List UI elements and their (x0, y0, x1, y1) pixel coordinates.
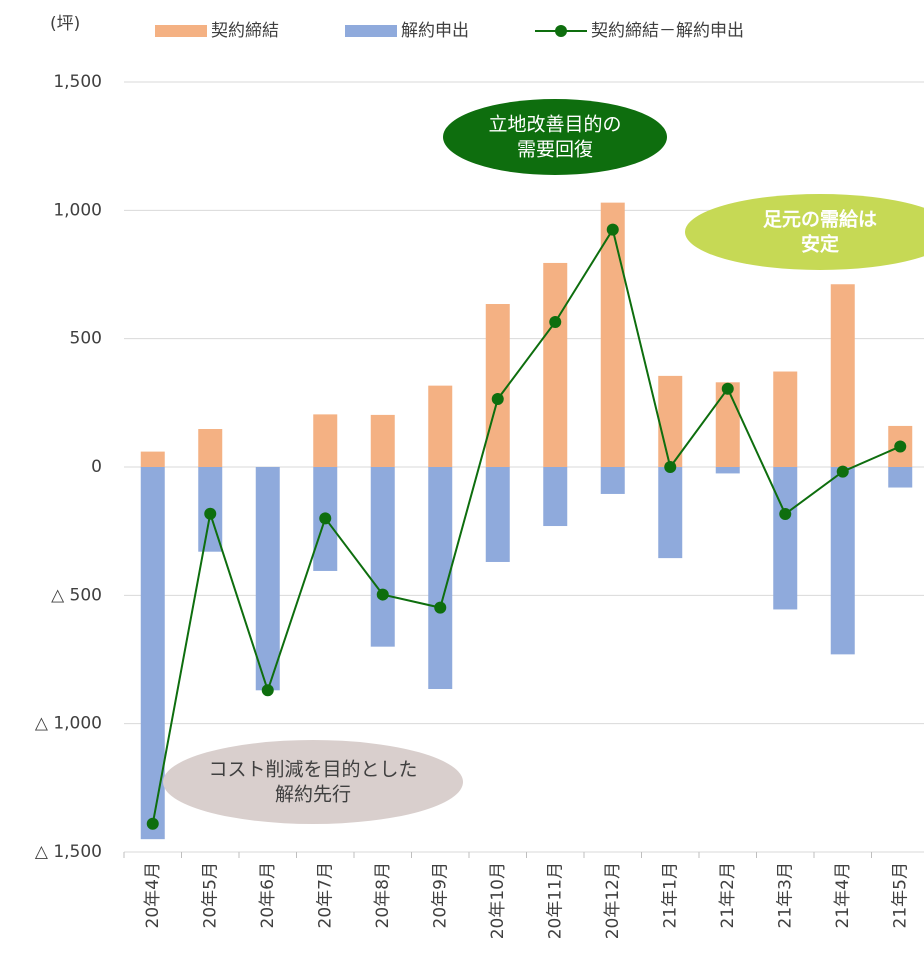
y-tick-label: △ 1,000 (35, 714, 102, 734)
x-tick-label: 20年11月 (545, 862, 565, 939)
legend-swatch (155, 25, 207, 37)
legend-label: 契約締結 (211, 21, 279, 41)
bar (600, 202, 625, 467)
x-tick-label: 21年3月 (775, 862, 795, 928)
legend-label: 契約締結－解約申出 (591, 21, 744, 41)
line-point (549, 315, 562, 328)
x-tick-label: 21年4月 (833, 862, 853, 928)
annotation-text: 足元の需給は (763, 208, 877, 231)
annotation-text: 安定 (801, 233, 839, 256)
y-tick-label: 500 (70, 329, 102, 349)
bar (543, 467, 568, 527)
x-tick-label: 20年4月 (143, 862, 163, 928)
bar (715, 382, 740, 467)
annotation-bubble (685, 194, 924, 270)
annotation-text: 解約先行 (275, 784, 351, 806)
x-tick-label: 21年5月 (890, 862, 910, 928)
annotation-text: 立地改善目的の (488, 114, 621, 136)
line-point (836, 465, 849, 478)
annotation-bubble (443, 99, 667, 175)
line-point (779, 507, 792, 520)
bar (658, 467, 683, 559)
x-tick-label: 20年6月 (258, 862, 278, 928)
bar (140, 451, 165, 467)
bar (370, 414, 395, 467)
y-tick-label: △ 1,500 (35, 842, 102, 862)
bar (600, 467, 625, 494)
x-tick-label: 20年7月 (315, 862, 335, 928)
x-tick-label: 20年10月 (488, 862, 508, 939)
line-point (894, 440, 907, 453)
annotation-bubble (163, 740, 463, 824)
unit-label: (坪) (50, 14, 80, 34)
line-point (434, 601, 447, 614)
line-point (376, 588, 389, 601)
legend-swatch (345, 25, 397, 37)
legend-label: 解約申出 (401, 21, 469, 41)
line-point (146, 817, 159, 830)
y-tick-label: △ 500 (51, 585, 102, 605)
bar (773, 467, 798, 610)
bar (485, 467, 510, 562)
line-point (491, 392, 504, 405)
x-tick-label: 21年1月 (660, 862, 680, 928)
line (151, 227, 901, 824)
line-point (606, 223, 619, 236)
x-tick-label: 20年9月 (430, 862, 450, 928)
y-tick-label: 1,000 (53, 200, 102, 220)
annotation-text: 需要回復 (517, 139, 593, 161)
bar (313, 414, 338, 467)
bar (255, 467, 280, 691)
bar (773, 371, 798, 467)
bar (543, 262, 568, 467)
bar (888, 467, 913, 488)
bar (370, 467, 395, 647)
y-tick-label: 0 (91, 457, 102, 477)
line-point (261, 684, 274, 697)
line-point (721, 382, 734, 395)
bar (198, 429, 223, 467)
x-tick-label: 20年5月 (200, 862, 220, 928)
bar (830, 284, 855, 467)
bar (715, 467, 740, 474)
bar (658, 375, 683, 467)
bar (485, 304, 510, 467)
x-tick-label: 21年2月 (718, 862, 738, 928)
line-point (319, 512, 332, 525)
y-tick-label: 1,500 (53, 72, 102, 92)
legend-swatch (555, 25, 567, 37)
line-point (664, 461, 677, 473)
x-tick-label: 20年12月 (603, 862, 623, 939)
x-tick-label: 20年8月 (373, 862, 393, 928)
bar (428, 385, 453, 467)
bar (830, 467, 855, 655)
line-point (204, 507, 217, 520)
annotation-text: コスト削減を目的とした (208, 759, 417, 781)
